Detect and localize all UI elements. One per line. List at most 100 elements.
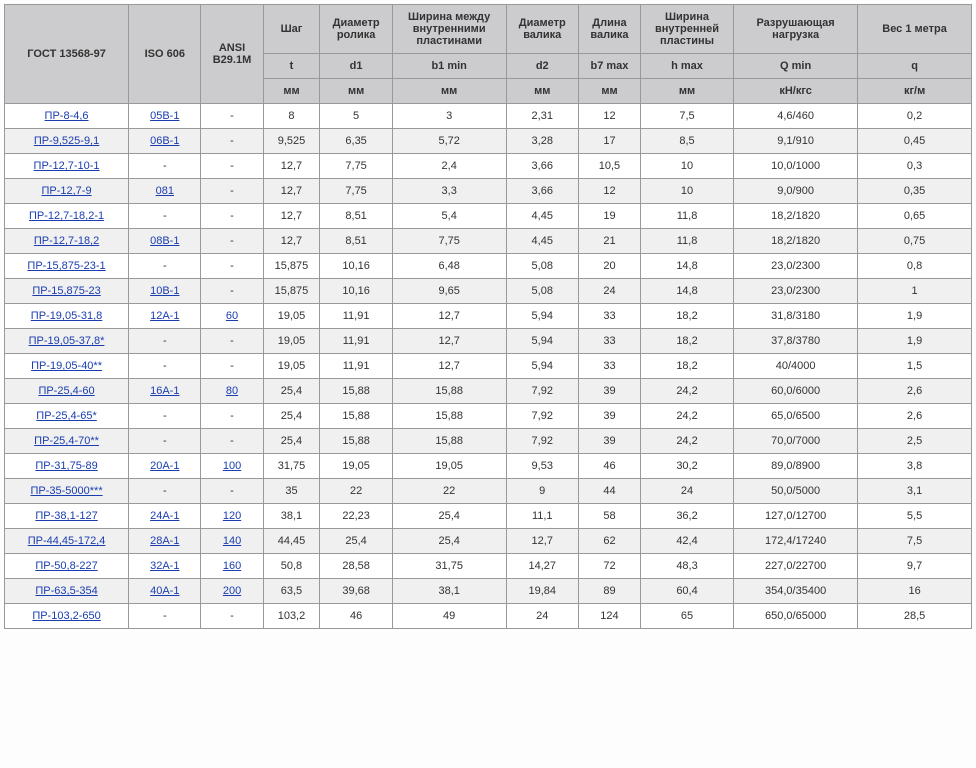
cell-q: 7,5 [858, 529, 972, 554]
cell-h: 10 [640, 179, 733, 204]
cell-q: 0,45 [858, 129, 972, 154]
cell-d2: 7,92 [506, 379, 578, 404]
cell-h: 60,4 [640, 579, 733, 604]
iso-link[interactable]: 28A-1 [150, 535, 179, 547]
iso-link[interactable]: 16A-1 [150, 385, 179, 397]
gost-link[interactable]: ПР-25,4-60 [38, 385, 94, 397]
gost-link[interactable]: ПР-103,2-650 [32, 610, 100, 622]
gost-link[interactable]: ПР-38,1-127 [35, 510, 97, 522]
cell-b7: 33 [578, 304, 640, 329]
gost-link[interactable]: ПР-19,05-31,8 [31, 310, 103, 322]
cell-gost: ПР-15,875-23-1 [5, 254, 129, 279]
cell-h: 10 [640, 154, 733, 179]
cell-t: 50,8 [263, 554, 320, 579]
cell-gost: ПР-9,525-9,1 [5, 129, 129, 154]
gost-link[interactable]: ПР-9,525-9,1 [34, 135, 99, 147]
cell-iso: 12A-1 [129, 304, 201, 329]
cell-b1: 12,7 [392, 354, 506, 379]
ansi-link[interactable]: 160 [223, 560, 241, 572]
cell-d2: 24 [506, 604, 578, 629]
cell-Qmin: 18,2/1820 [734, 204, 858, 229]
gost-link[interactable]: ПР-50,8-227 [35, 560, 97, 572]
cell-ansi: - [201, 604, 263, 629]
cell-gost: ПР-8-4,6 [5, 104, 129, 129]
cell-gost: ПР-19,05-40** [5, 354, 129, 379]
ansi-link[interactable]: 100 [223, 460, 241, 472]
cell-t: 15,875 [263, 254, 320, 279]
gost-link[interactable]: ПР-15,875-23-1 [27, 260, 105, 272]
gost-link[interactable]: ПР-12,7-9 [41, 185, 91, 197]
iso-link[interactable]: 06B-1 [150, 135, 179, 147]
gost-link[interactable]: ПР-12,7-18,2 [34, 235, 99, 247]
cell-Qmin: 89,0/8900 [734, 454, 858, 479]
ansi-link[interactable]: 60 [226, 310, 238, 322]
cell-q: 0,8 [858, 254, 972, 279]
cell-d1: 6,35 [320, 129, 392, 154]
cell-iso: 08B-1 [129, 229, 201, 254]
gost-link[interactable]: ПР-63,5-354 [35, 585, 97, 597]
gost-link[interactable]: ПР-25,4-65* [36, 410, 97, 422]
iso-link[interactable]: 24A-1 [150, 510, 179, 522]
cell-gost: ПР-103,2-650 [5, 604, 129, 629]
ansi-link[interactable]: 200 [223, 585, 241, 597]
cell-d2: 4,45 [506, 204, 578, 229]
table-row: ПР-19,05-40**--19,0511,9112,75,943318,24… [5, 354, 972, 379]
iso-link[interactable]: 08B-1 [150, 235, 179, 247]
gost-link[interactable]: ПР-25,4-70** [34, 435, 99, 447]
cell-ansi: - [201, 129, 263, 154]
ansi-link[interactable]: 120 [223, 510, 241, 522]
ansi-link[interactable]: 140 [223, 535, 241, 547]
col-unit-qmin: кН/кгс [734, 79, 858, 104]
col-sym-q: q [858, 54, 972, 79]
cell-d2: 5,08 [506, 254, 578, 279]
iso-link[interactable]: 081 [156, 185, 174, 197]
cell-q: 0,75 [858, 229, 972, 254]
cell-b7: 20 [578, 254, 640, 279]
cell-h: 14,8 [640, 254, 733, 279]
gost-link[interactable]: ПР-35-5000*** [30, 485, 102, 497]
gost-link[interactable]: ПР-19,05-37,8* [29, 335, 105, 347]
cell-b7: 12 [578, 179, 640, 204]
gost-link[interactable]: ПР-19,05-40** [31, 360, 102, 372]
cell-gost: ПР-44,45-172,4 [5, 529, 129, 554]
gost-link[interactable]: ПР-8-4,6 [45, 110, 89, 122]
gost-link[interactable]: ПР-31,75-89 [35, 460, 97, 472]
cell-q: 2,6 [858, 379, 972, 404]
cell-h: 65 [640, 604, 733, 629]
iso-link[interactable]: 20A-1 [150, 460, 179, 472]
iso-link[interactable]: 05B-1 [150, 110, 179, 122]
cell-iso: 06B-1 [129, 129, 201, 154]
cell-q: 0,35 [858, 179, 972, 204]
cell-ansi: - [201, 229, 263, 254]
iso-link[interactable]: 12A-1 [150, 310, 179, 322]
iso-link[interactable]: 10B-1 [150, 285, 179, 297]
cell-q: 0,2 [858, 104, 972, 129]
cell-ansi: - [201, 104, 263, 129]
cell-iso: 24A-1 [129, 504, 201, 529]
iso-link[interactable]: 32A-1 [150, 560, 179, 572]
cell-q: 1,9 [858, 329, 972, 354]
chain-spec-table: ГОСТ 13568-97 ISO 606 ANSI B29.1M Шаг Ди… [4, 4, 972, 629]
col-header-b1: Ширина между внутренними пластинами [392, 5, 506, 54]
gost-link[interactable]: ПР-12,7-18,2-1 [29, 210, 104, 222]
cell-b1: 38,1 [392, 579, 506, 604]
cell-iso: 20A-1 [129, 454, 201, 479]
cell-h: 24,2 [640, 429, 733, 454]
table-row: ПР-19,05-31,812A-16019,0511,9112,75,9433… [5, 304, 972, 329]
gost-link[interactable]: ПР-15,875-23 [32, 285, 100, 297]
cell-Qmin: 23,0/2300 [734, 254, 858, 279]
gost-link[interactable]: ПР-12,7-10-1 [34, 160, 100, 172]
col-unit-b7: мм [578, 79, 640, 104]
cell-b1: 49 [392, 604, 506, 629]
cell-t: 25,4 [263, 379, 320, 404]
cell-t: 25,4 [263, 404, 320, 429]
cell-gost: ПР-19,05-37,8* [5, 329, 129, 354]
ansi-link[interactable]: 80 [226, 385, 238, 397]
cell-ansi: - [201, 354, 263, 379]
iso-link[interactable]: 40A-1 [150, 585, 179, 597]
col-sym-h: h max [640, 54, 733, 79]
cell-b1: 19,05 [392, 454, 506, 479]
cell-gost: ПР-25,4-65* [5, 404, 129, 429]
gost-link[interactable]: ПР-44,45-172,4 [28, 535, 106, 547]
cell-d2: 2,31 [506, 104, 578, 129]
